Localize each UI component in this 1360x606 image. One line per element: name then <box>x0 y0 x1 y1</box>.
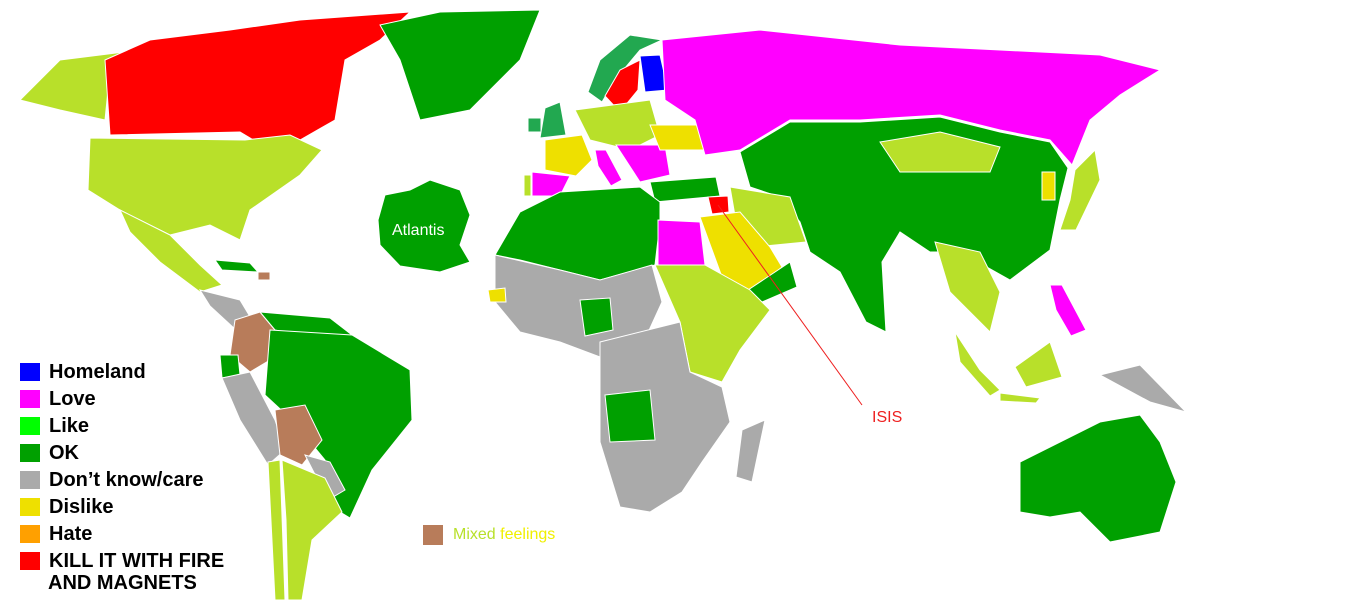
borneo-sulawesi <box>1014 341 1063 388</box>
java <box>999 392 1041 404</box>
legend-item: Dislike <box>20 493 224 520</box>
australia <box>1019 414 1177 543</box>
legend-label: Hate <box>49 522 93 545</box>
legend-label: Homeland <box>49 360 146 383</box>
africa <box>487 186 771 513</box>
italy <box>594 149 623 187</box>
legend-mixed-feelings: Mixed feelings <box>423 525 555 545</box>
argentina <box>281 459 343 601</box>
bolivia <box>274 404 323 466</box>
legend-swatch <box>20 389 40 408</box>
legend-item: Like <box>20 412 224 439</box>
legend-item: Love <box>20 385 224 412</box>
legend-swatch <box>20 497 40 516</box>
oceania <box>1019 364 1188 543</box>
south-america <box>219 311 413 601</box>
norway <box>587 34 664 103</box>
southeast-asia <box>934 241 1001 333</box>
philippines <box>1049 284 1087 337</box>
chile <box>267 459 286 601</box>
legend-swatch <box>20 524 40 543</box>
asia <box>649 29 1162 404</box>
central-europe <box>574 99 661 151</box>
greenland <box>379 9 541 121</box>
legend-item: Hate <box>20 520 224 547</box>
canada <box>104 11 412 151</box>
legend-label: OK <box>49 441 79 464</box>
legend-swatch <box>20 443 40 462</box>
nigeria <box>579 297 614 337</box>
legend-swatch <box>20 362 40 381</box>
atlantis <box>377 179 471 273</box>
feelings-word: feelings <box>500 526 556 543</box>
papua-new-guinea <box>1098 364 1188 413</box>
legend-label: Like <box>49 414 90 437</box>
iran <box>729 186 807 247</box>
legend-label: KILL IT WITH FIRE <box>49 549 225 572</box>
ireland <box>527 117 542 133</box>
legend: Homeland Love Like OK Don’t know/care Dislike… <box>20 358 224 574</box>
legend-item: Homeland <box>20 358 224 385</box>
north-america <box>19 9 541 331</box>
atlantis-label: Atlantis <box>392 222 445 239</box>
senegal <box>487 287 507 303</box>
malaysia-sumatra <box>954 331 1001 397</box>
madagascar <box>735 419 766 483</box>
southern-africa <box>599 321 731 513</box>
cuba <box>213 259 260 273</box>
uk <box>539 101 567 139</box>
legend-label: Don’t know/care <box>49 468 204 491</box>
japan <box>1059 148 1101 231</box>
legend-item: Don’t know/care <box>20 466 224 493</box>
portugal <box>523 174 532 197</box>
legend-swatch <box>20 470 40 489</box>
mixed-feelings-swatch <box>423 525 443 545</box>
legend-item: OK <box>20 439 224 466</box>
russia <box>661 29 1162 166</box>
korea <box>1041 171 1056 201</box>
legend-swatch <box>20 551 40 570</box>
france <box>544 134 593 177</box>
isis-label: ISIS <box>872 409 903 426</box>
mexico <box>118 208 223 293</box>
egypt <box>657 219 706 266</box>
balkans <box>615 144 671 183</box>
usa <box>87 134 323 241</box>
legend-label: Dislike <box>49 495 114 518</box>
legend-item: KILL IT WITH FIRE <box>20 547 224 574</box>
legend-swatch <box>20 416 40 435</box>
legend-label-continued: AND MAGNETS <box>48 572 197 594</box>
isis-pointer-line <box>717 204 863 406</box>
legend-label: Love <box>49 387 96 410</box>
angola <box>604 389 656 443</box>
mixed-word: Mixed <box>453 526 496 543</box>
mongolia <box>879 131 1001 173</box>
europe <box>523 34 711 197</box>
haiti <box>257 271 271 281</box>
